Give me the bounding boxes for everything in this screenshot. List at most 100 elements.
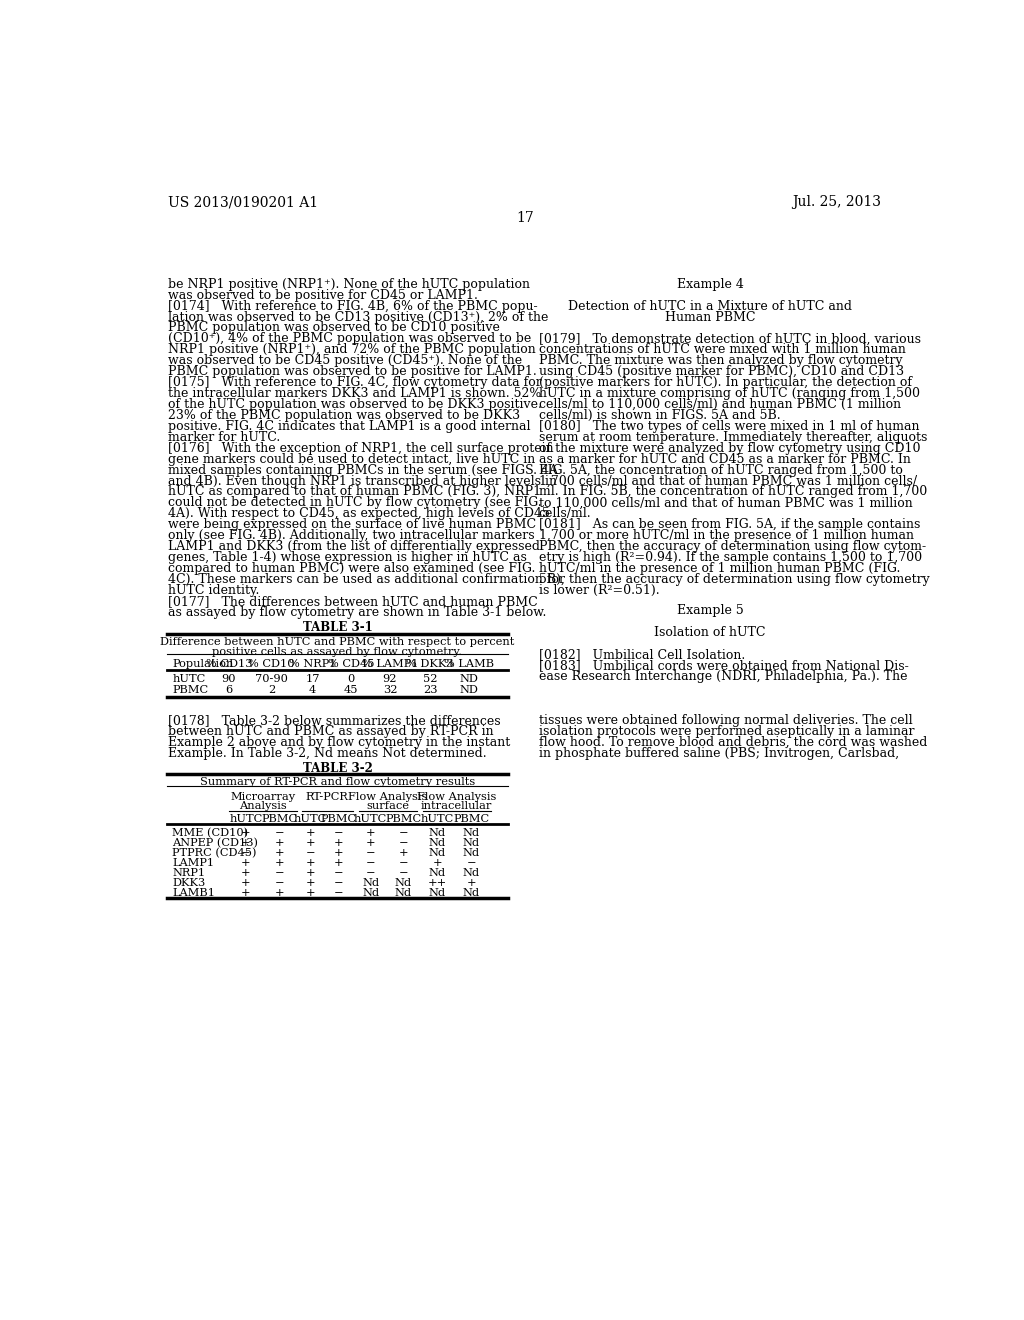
- Text: 32: 32: [383, 685, 397, 696]
- Text: Nd: Nd: [463, 829, 480, 838]
- Text: TABLE 3-2: TABLE 3-2: [303, 762, 373, 775]
- Text: Nd: Nd: [429, 888, 445, 899]
- Text: −: −: [334, 869, 343, 878]
- Text: +: +: [305, 858, 315, 869]
- Text: +: +: [241, 829, 251, 838]
- Text: Flow Analysis: Flow Analysis: [417, 792, 497, 803]
- Text: Nd: Nd: [463, 849, 480, 858]
- Text: (positive markers for hUTC). In particular, the detection of: (positive markers for hUTC). In particul…: [539, 376, 911, 389]
- Text: +: +: [305, 829, 315, 838]
- Text: LAMP1: LAMP1: [172, 858, 214, 869]
- Text: hUTC: hUTC: [354, 813, 387, 824]
- Text: (CD10⁺), 4% of the PBMC population was observed to be: (CD10⁺), 4% of the PBMC population was o…: [168, 333, 531, 346]
- Text: be NRP1 positive (NRP1⁺). None of the hUTC population: be NRP1 positive (NRP1⁺). None of the hU…: [168, 277, 530, 290]
- Text: ANPEP (CD13): ANPEP (CD13): [172, 838, 258, 849]
- Text: the intracellular markers DKK3 and LAMP1 is shown. 52%: the intracellular markers DKK3 and LAMP1…: [168, 387, 542, 400]
- Text: Nd: Nd: [429, 849, 445, 858]
- Text: 45: 45: [344, 685, 358, 696]
- Text: −: −: [398, 869, 408, 878]
- Text: hUTC in a mixture comprising of hUTC (ranging from 1,500: hUTC in a mixture comprising of hUTC (ra…: [539, 387, 920, 400]
- Text: Nd: Nd: [463, 838, 480, 849]
- Text: US 2013/0190201 A1: US 2013/0190201 A1: [168, 195, 318, 210]
- Text: were being expressed on the surface of live human PBMC: were being expressed on the surface of l…: [168, 519, 537, 531]
- Text: RT-PCR: RT-PCR: [306, 792, 348, 803]
- Text: −: −: [334, 878, 343, 888]
- Text: TABLE 3-1: TABLE 3-1: [303, 622, 373, 635]
- Text: [0176]   With the exception of NRP1, the cell surface protein: [0176] With the exception of NRP1, the c…: [168, 442, 554, 455]
- Text: +: +: [241, 878, 251, 888]
- Text: tissues were obtained following normal deliveries. The cell: tissues were obtained following normal d…: [539, 714, 912, 727]
- Text: Jul. 25, 2013: Jul. 25, 2013: [793, 195, 882, 210]
- Text: 4: 4: [309, 685, 316, 696]
- Text: 23% of the PBMC population was observed to be DKK3: 23% of the PBMC population was observed …: [168, 409, 520, 422]
- Text: was observed to be CD45 positive (CD45⁺). None of the: was observed to be CD45 positive (CD45⁺)…: [168, 354, 522, 367]
- Text: NRP1: NRP1: [172, 869, 205, 878]
- Text: Population: Population: [172, 659, 233, 669]
- Text: of the hUTC population was observed to be DKK3 positive.: of the hUTC population was observed to b…: [168, 399, 542, 411]
- Text: 90: 90: [221, 673, 236, 684]
- Text: +: +: [275, 858, 285, 869]
- Text: hUTC: hUTC: [421, 813, 454, 824]
- Text: Analysis: Analysis: [239, 800, 287, 810]
- Text: 5B), then the accuracy of determination using flow cytometry: 5B), then the accuracy of determination …: [539, 573, 930, 586]
- Text: is lower (R²=0.51).: is lower (R²=0.51).: [539, 583, 659, 597]
- Text: +: +: [305, 869, 315, 878]
- Text: Isolation of hUTC: Isolation of hUTC: [654, 626, 766, 639]
- Text: Nd: Nd: [463, 869, 480, 878]
- Text: hUTC as compared to that of human PBMC (FIG. 3), NRP1: hUTC as compared to that of human PBMC (…: [168, 486, 542, 499]
- Text: Nd: Nd: [362, 888, 379, 899]
- Text: 4A). With respect to CD45, as expected, high levels of CD45: 4A). With respect to CD45, as expected, …: [168, 507, 550, 520]
- Text: % DKK3: % DKK3: [407, 659, 454, 669]
- Text: −: −: [366, 858, 376, 869]
- Text: hUTC: hUTC: [172, 673, 206, 684]
- Text: PBMC, then the accuracy of determination using flow cytom-: PBMC, then the accuracy of determination…: [539, 540, 926, 553]
- Text: gene markers could be used to detect intact, live hUTC in: gene markers could be used to detect int…: [168, 453, 536, 466]
- Text: −: −: [275, 829, 285, 838]
- Text: marker for hUTC.: marker for hUTC.: [168, 430, 281, 444]
- Text: DKK3: DKK3: [172, 878, 206, 888]
- Text: hUTC identity.: hUTC identity.: [168, 583, 260, 597]
- Text: −: −: [467, 858, 476, 869]
- Text: as a marker for hUTC and CD45 as a marker for PBMC. In: as a marker for hUTC and CD45 as a marke…: [539, 453, 910, 466]
- Text: hUTC: hUTC: [229, 813, 262, 824]
- Text: +: +: [334, 858, 344, 869]
- Text: Nd: Nd: [429, 869, 445, 878]
- Text: in phosphate buffered saline (PBS; Invitrogen, Carlsbad,: in phosphate buffered saline (PBS; Invit…: [539, 747, 899, 759]
- Text: MME (CD10): MME (CD10): [172, 829, 248, 838]
- Text: compared to human PBMC) were also examined (see FIG.: compared to human PBMC) were also examin…: [168, 562, 536, 576]
- Text: [0174]   With reference to FIG. 4B, 6% of the PBMC popu-: [0174] With reference to FIG. 4B, 6% of …: [168, 300, 538, 313]
- Text: PBMC: PBMC: [262, 813, 298, 824]
- Text: −: −: [241, 849, 251, 858]
- Text: [0182]   Umbilical Cell Isolation.: [0182] Umbilical Cell Isolation.: [539, 648, 745, 661]
- Text: 1,700 cells/ml and that of human PBMC was 1 million cells/: 1,700 cells/ml and that of human PBMC wa…: [539, 475, 916, 487]
- Text: etry is high (R²=0.94). If the sample contains 1,500 to 1,700: etry is high (R²=0.94). If the sample co…: [539, 552, 922, 564]
- Text: % LAMP1: % LAMP1: [361, 659, 418, 669]
- Text: +: +: [366, 829, 376, 838]
- Text: % CD10: % CD10: [248, 659, 295, 669]
- Text: hUTC/ml in the presence of 1 million human PBMC (FIG.: hUTC/ml in the presence of 1 million hum…: [539, 562, 900, 576]
- Text: only (see FIG. 4B). Additionally, two intracellular markers: only (see FIG. 4B). Additionally, two in…: [168, 529, 535, 543]
- Text: positive. FIG. 4C indicates that LAMP1 is a good internal: positive. FIG. 4C indicates that LAMP1 i…: [168, 420, 530, 433]
- Text: Detection of hUTC in a Mixture of hUTC and: Detection of hUTC in a Mixture of hUTC a…: [568, 300, 852, 313]
- Text: 17: 17: [305, 673, 319, 684]
- Text: −: −: [398, 829, 408, 838]
- Text: +: +: [241, 869, 251, 878]
- Text: LAMP1 and DKK3 (from the list of differentially expressed: LAMP1 and DKK3 (from the list of differe…: [168, 540, 541, 553]
- Text: −: −: [398, 858, 408, 869]
- Text: +: +: [241, 838, 251, 849]
- Text: serum at room temperature. Immediately thereafter, aliquots: serum at room temperature. Immediately t…: [539, 430, 927, 444]
- Text: +: +: [366, 838, 376, 849]
- Text: −: −: [366, 849, 376, 858]
- Text: to 110,000 cells/ml and that of human PBMC was 1 million: to 110,000 cells/ml and that of human PB…: [539, 496, 912, 510]
- Text: of the mixture were analyzed by flow cytometry using CD10: of the mixture were analyzed by flow cyt…: [539, 442, 921, 455]
- Text: % CD13: % CD13: [206, 659, 252, 669]
- Text: Flow Analysis: Flow Analysis: [348, 792, 427, 803]
- Text: ml. In FIG. 5B, the concentration of hUTC ranged from 1,700: ml. In FIG. 5B, the concentration of hUT…: [539, 486, 927, 499]
- Text: PBMC population was observed to be positive for LAMP1.: PBMC population was observed to be posit…: [168, 366, 537, 379]
- Text: Nd: Nd: [463, 888, 480, 899]
- Text: cells/ml.: cells/ml.: [539, 507, 592, 520]
- Text: between hUTC and PBMC as assayed by RT-PCR in: between hUTC and PBMC as assayed by RT-P…: [168, 725, 494, 738]
- Text: concentrations of hUTC were mixed with 1 million human: concentrations of hUTC were mixed with 1…: [539, 343, 905, 356]
- Text: 4C). These markers can be used as additional confirmation for: 4C). These markers can be used as additi…: [168, 573, 565, 586]
- Text: +: +: [334, 849, 344, 858]
